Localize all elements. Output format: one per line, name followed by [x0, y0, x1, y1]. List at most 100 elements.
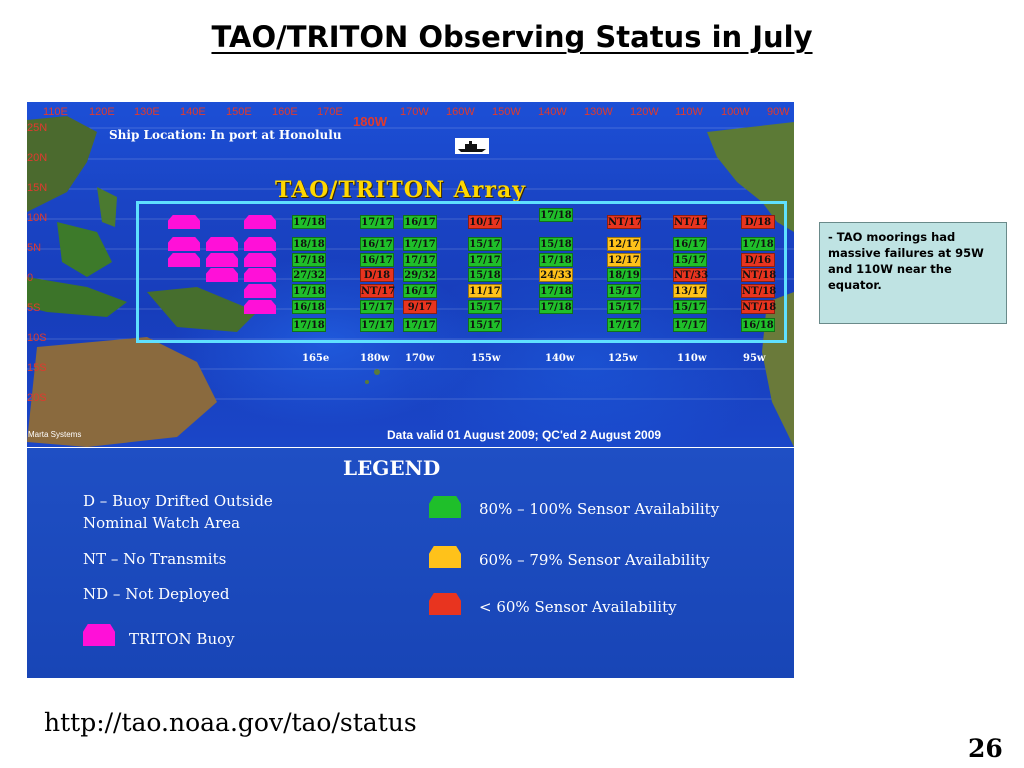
tao-buoy: 29/32 [403, 268, 437, 282]
lon-label: 160W [446, 106, 475, 118]
triton-buoy [206, 237, 238, 251]
tao-buoy: 17/18 [292, 253, 326, 267]
tao-buoy: 17/18 [539, 284, 573, 298]
longitude-labels: 110E 120E 130E 140E 150E 160E 170E 180W … [27, 104, 794, 129]
array-boundary [136, 201, 787, 343]
tao-buoy: 24/33 [539, 268, 573, 282]
tao-buoy: NT/17 [360, 284, 396, 298]
red-buoy-icon [429, 593, 461, 615]
lon-label: 180W [353, 114, 387, 129]
tao-buoy: 17/17 [468, 253, 502, 267]
tao-buoy: NT/18 [741, 300, 777, 314]
lon-label: 170E [317, 106, 343, 118]
tao-buoy: 16/17 [360, 237, 394, 251]
legend-panel: LEGEND D – Buoy Drifted Outside Nominal … [27, 448, 794, 678]
lat-label: 25N [27, 122, 48, 134]
tao-buoy: NT/18 [741, 268, 777, 282]
tao-buoy: 12/17 [607, 237, 641, 251]
legend-triton: TRITON Buoy [129, 630, 235, 648]
source-url[interactable]: http://tao.noaa.gov/tao/status [44, 708, 417, 737]
column-label: 95w [743, 353, 766, 364]
lat-label: 0 [27, 272, 34, 284]
tao-buoy: 15/17 [468, 237, 502, 251]
lon-label: 130W [584, 106, 613, 118]
lon-label: 140W [538, 106, 567, 118]
tao-buoy: 17/18 [741, 237, 775, 251]
tao-buoy: 15/17 [468, 318, 502, 332]
tao-buoy: 16/18 [741, 318, 775, 332]
tao-buoy: 17/17 [403, 253, 437, 267]
lon-label: 110W [675, 106, 703, 118]
lat-label: 20S [27, 392, 47, 404]
tao-buoy: 17/18 [539, 208, 573, 222]
tao-buoy: 17/18 [292, 215, 326, 229]
array-title: TAO/TRITON Array [275, 177, 526, 203]
tao-buoy: 11/17 [468, 284, 502, 298]
lon-label: 100W [721, 106, 750, 118]
triton-buoy [244, 237, 276, 251]
triton-buoy [168, 237, 200, 251]
lon-label: 120W [630, 106, 659, 118]
tao-buoy: 18/19 [607, 268, 641, 282]
column-label: 155w [471, 353, 501, 364]
lon-label: 170W [400, 106, 429, 118]
tao-buoy: 13/17 [673, 284, 707, 298]
tao-buoy: 17/17 [360, 318, 394, 332]
lon-label: 120E [89, 106, 115, 118]
column-label: 140w [545, 353, 575, 364]
lon-label: 110E [43, 106, 68, 118]
tao-buoy: 12/17 [607, 253, 641, 267]
legend-title: LEGEND [343, 456, 441, 480]
yellow-buoy-icon [429, 546, 461, 568]
tao-buoy: D/18 [741, 215, 775, 229]
lon-label: 150E [226, 106, 252, 118]
tao-buoy: 17/18 [539, 253, 573, 267]
data-valid-text: Data valid 01 August 2009; QC'ed 2 Augus… [387, 428, 662, 442]
tao-buoy: 16/18 [292, 300, 326, 314]
tao-buoy: 17/17 [360, 300, 394, 314]
tao-buoy: 16/17 [360, 253, 394, 267]
lat-label: 10N [27, 212, 48, 224]
tao-buoy: 15/18 [468, 268, 502, 282]
triton-buoy [244, 268, 276, 282]
tao-buoy: 17/17 [673, 318, 707, 332]
tao-buoy: 15/17 [607, 284, 641, 298]
tao-buoy: NT/33 [673, 268, 709, 282]
column-label: 110w [677, 353, 707, 364]
column-label: 180w [360, 353, 390, 364]
column-label: 125w [608, 353, 638, 364]
tao-buoy: 15/17 [673, 300, 707, 314]
tao-buoy: D/16 [741, 253, 775, 267]
lon-label: 140E [180, 106, 206, 118]
legend-drifted: D – Buoy Drifted Outside [83, 492, 273, 510]
tao-buoy: 18/18 [292, 237, 326, 251]
note-box: - TAO moorings had massive failures at 9… [819, 222, 1007, 324]
tao-buoy: 17/17 [403, 237, 437, 251]
lat-label: 10S [27, 332, 47, 344]
tao-buoy: NT/17 [607, 215, 643, 229]
triton-buoy [168, 253, 200, 267]
tao-buoy: 9/17 [403, 300, 437, 314]
tao-buoy: 15/17 [673, 253, 707, 267]
legend-no-transmit: NT – No Transmits [83, 550, 227, 568]
ship-location: Ship Location: In port at Honolulu [109, 128, 342, 142]
triton-buoy [206, 268, 238, 282]
tao-buoy: 17/17 [360, 215, 394, 229]
lat-label: 20N [27, 152, 48, 164]
tao-buoy: 16/17 [673, 237, 707, 251]
triton-buoy [244, 284, 276, 298]
tao-buoy: 17/18 [539, 300, 573, 314]
column-label: 165e [302, 353, 330, 364]
lat-label: 15S [27, 362, 47, 374]
triton-buoy [244, 253, 276, 267]
legend-red: < 60% Sensor Availability [479, 598, 677, 616]
legend-green: 80% – 100% Sensor Availability [479, 500, 720, 518]
tao-buoy: 17/18 [292, 318, 326, 332]
tao-buoy: 17/17 [607, 318, 641, 332]
tao-buoy: 15/18 [539, 237, 573, 251]
page-number: 26 [968, 734, 1003, 763]
lon-label: 160E [272, 106, 298, 118]
lat-label: 15N [27, 182, 48, 194]
tao-buoy: 17/18 [292, 284, 326, 298]
tao-map: 110E 120E 130E 140E 150E 160E 170E 180W … [27, 102, 794, 447]
